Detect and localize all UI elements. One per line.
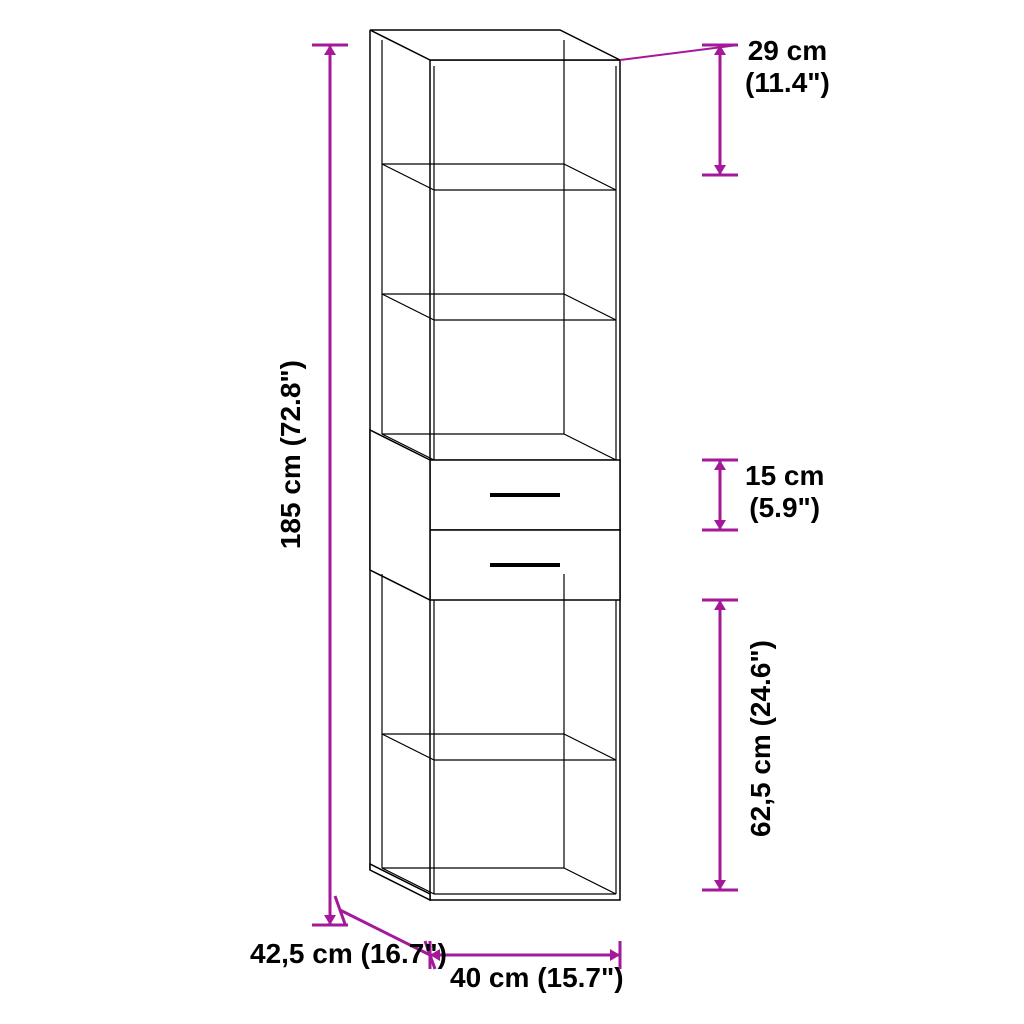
dim-width: 40 cm (15.7") xyxy=(450,962,624,994)
dimension-drawing xyxy=(0,0,1024,1024)
dim-depth: 42,5 cm (16.7") xyxy=(250,938,447,970)
dim-lower-open: 62,5 cm (24.6") xyxy=(745,640,777,837)
dim-total-height: 185 cm (72.8") xyxy=(275,360,307,549)
dim-drawer: 15 cm(5.9") xyxy=(745,460,824,524)
dim-shelf-top: 29 cm(11.4") xyxy=(745,35,830,99)
